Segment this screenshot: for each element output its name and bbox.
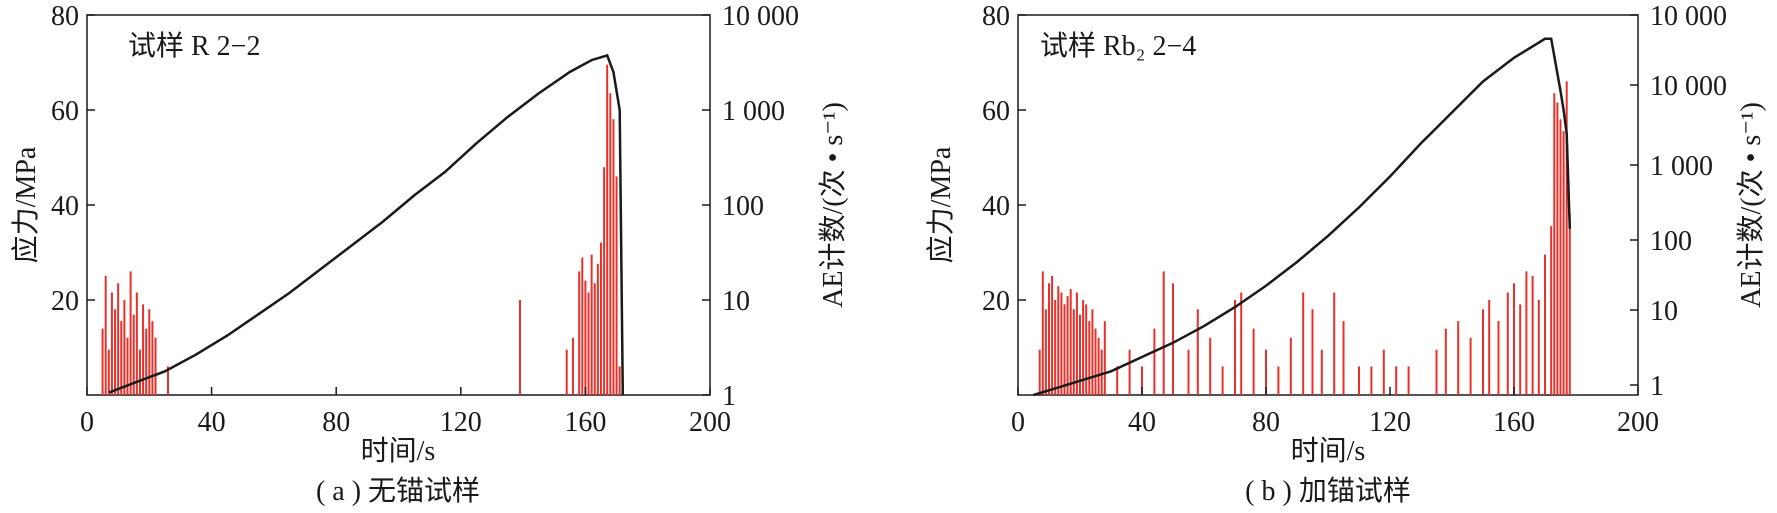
x-tick-label: 0 [1011, 407, 1025, 438]
y2-tick-label: 10 [722, 286, 750, 317]
y-tick-label: 20 [982, 286, 1010, 317]
y2-tick-label: 10 000 [722, 1, 799, 32]
y-tick-label: 60 [982, 96, 1010, 127]
x-tick-label: 200 [689, 407, 731, 438]
x-axis-label: 时间/s [1291, 435, 1366, 467]
ae-bars [101, 64, 621, 395]
y2-tick-label: 100 [722, 191, 764, 222]
y-tick-label: 40 [982, 191, 1010, 222]
ticks: 0 40 80 120 160 200 20 40 60 80 1 10 100 1 000 10 000 1… [982, 1, 1727, 438]
y-tick-label: 20 [51, 286, 79, 317]
y-axis-label: 应力/MPa [10, 146, 42, 263]
ae-bars [1038, 81, 1571, 395]
x-tick-label: 200 [1617, 407, 1659, 438]
x-tick-label: 40 [198, 407, 226, 438]
y2-tick-label: 1 [722, 381, 736, 412]
x-tick-label: 0 [80, 407, 94, 438]
x-tick-label: 80 [1252, 407, 1280, 438]
y-tick-label: 40 [51, 191, 79, 222]
x-tick-label: 120 [440, 407, 482, 438]
y2-tick-label: 1 [1650, 371, 1664, 402]
y-axis-label: 应力/MPa [925, 146, 957, 263]
stress-line [1033, 37, 1572, 397]
panel-title: ( b ) 加锚试样 [1245, 475, 1411, 507]
y2-tick-label: 10 000 [1650, 1, 1727, 32]
y2-tick-label: 10 000 [1650, 71, 1727, 102]
specimen-annotation: 试样 Rb₂ 2−4 [1040, 30, 1196, 62]
y-tick-label: 60 [51, 96, 79, 127]
x-tick-label: 160 [1493, 407, 1535, 438]
y2-tick-label: 100 [1650, 226, 1692, 257]
x-axis-label: 时间/s [361, 435, 436, 467]
panel-a: 试样 R 2−2 时间/s ( a ) 无锚试样 应力/MPa AE计数/(次 … [10, 1, 849, 507]
x-tick-label: 80 [322, 407, 350, 438]
y2-axis-label: AE计数/(次 • s⁻¹) [817, 102, 849, 308]
x-tick-label: 40 [1128, 407, 1156, 438]
y2-tick-label: 10 [1650, 296, 1678, 327]
y-tick-label: 80 [51, 1, 79, 32]
specimen-annotation: 试样 R 2−2 [128, 30, 260, 62]
y2-axis-label: AE计数/(次 • s⁻¹) [1735, 102, 1767, 308]
stress-line [108, 53, 625, 396]
y2-tick-label: 1 000 [1650, 151, 1713, 182]
panel-b: 试样 Rb₂ 2−4 时间/s ( b ) 加锚试样 应力/MPa AE计数/(… [925, 1, 1767, 507]
panel-title: ( a ) 无锚试样 [316, 475, 480, 507]
x-tick-label: 120 [1369, 407, 1411, 438]
y2-tick-label: 1 000 [722, 96, 785, 127]
ticks: 0 40 80 120 160 200 20 40 60 80 1 10 100 1 000 10 000 [51, 1, 799, 438]
y-tick-label: 80 [982, 1, 1010, 32]
x-tick-label: 160 [564, 407, 606, 438]
